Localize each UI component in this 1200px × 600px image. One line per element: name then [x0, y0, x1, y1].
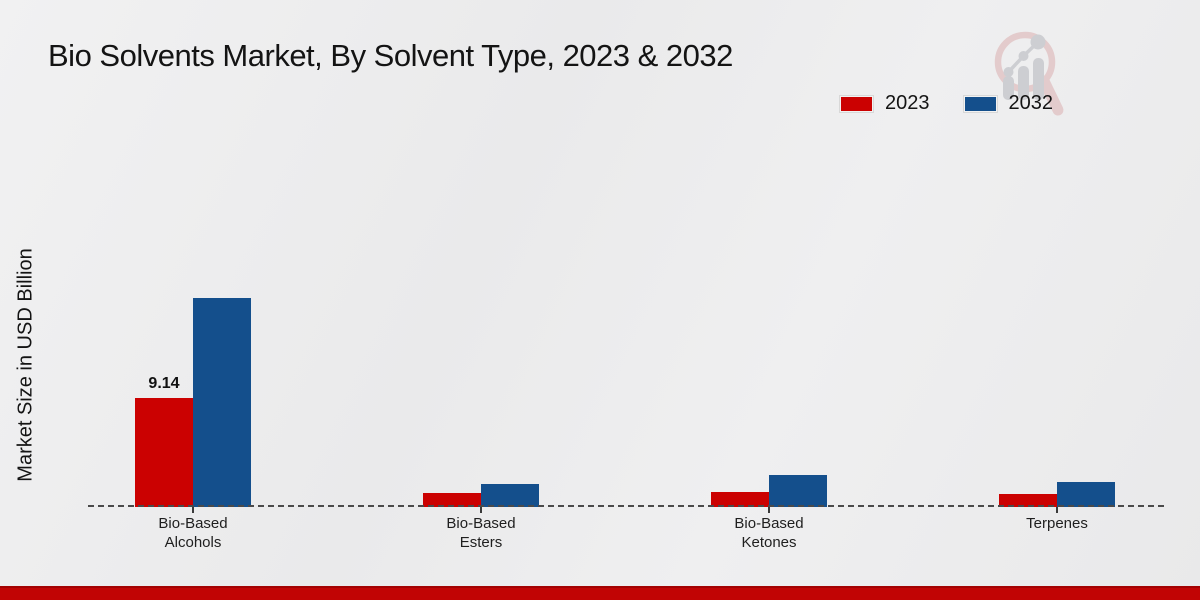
x-axis-baseline [88, 505, 1164, 507]
bar-2032-bio-based-alcohols [193, 298, 251, 507]
x-category-label: Bio-Based Ketones [734, 515, 804, 551]
bar-2023-bio-based-esters [423, 493, 481, 507]
x-axis-tick [480, 507, 482, 513]
x-axis-tick [192, 507, 194, 513]
bar-2023-bio-based-ketones [711, 492, 769, 507]
bar-value-label: 9.14 [148, 375, 180, 392]
legend-item-2023: 2023 [840, 92, 930, 115]
bar-2023-bio-based-alcohols [135, 398, 193, 507]
bar-2032-bio-based-ketones [769, 475, 827, 507]
legend-item-2032: 2032 [963, 92, 1054, 115]
legend-swatch-2023 [840, 95, 873, 112]
legend-label-2032: 2032 [1008, 92, 1054, 114]
x-axis-tick [768, 507, 770, 513]
magnifier-bar-chart-logo [994, 31, 1064, 116]
legend-label-2023: 2023 [885, 92, 930, 114]
bar-2023-terpenes [999, 494, 1057, 507]
x-category-label: Terpenes [1026, 515, 1088, 532]
legend: 2023 2032 [840, 92, 1053, 115]
chart-title: Bio Solvents Market, By Solvent Type, 20… [48, 38, 733, 73]
x-category-label: Bio-Based Esters [446, 515, 516, 551]
bar-2032-terpenes [1057, 482, 1115, 507]
x-category-label: Bio-Based Alcohols [158, 515, 228, 551]
footer-bar [0, 586, 1200, 600]
bar-2032-bio-based-esters [481, 484, 539, 507]
x-axis-tick [1056, 507, 1058, 513]
legend-swatch-2032 [963, 95, 997, 112]
